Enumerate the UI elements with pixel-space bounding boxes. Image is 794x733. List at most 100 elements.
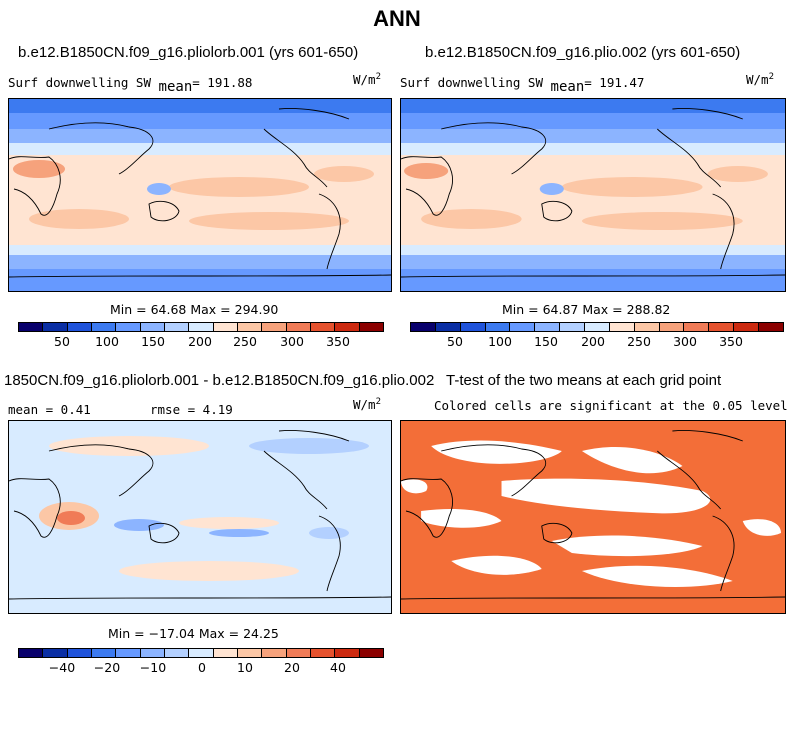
diff-patch (49, 436, 209, 456)
coastlines (401, 108, 785, 278)
panel-3-mean: mean = 0.41 (8, 402, 91, 417)
colorbar-swatch (67, 323, 92, 331)
north-sub-band (9, 143, 391, 155)
panel-2-units: W/m2 (746, 72, 774, 88)
colorbar-swatch (213, 649, 238, 657)
colorbar-swatch (286, 649, 311, 657)
colorbar-swatch (43, 323, 68, 331)
panel-1-tick: 300 (280, 334, 304, 349)
north-high-lat-band (9, 113, 391, 129)
tropical-patch (561, 177, 703, 197)
colorbar-swatch (262, 649, 287, 657)
north-high-lat-band (401, 113, 785, 129)
panel-3-rmse: rmse = 4.19 (150, 402, 233, 417)
colorbar-swatch (510, 323, 536, 331)
panel-3-tick: 20 (284, 660, 300, 675)
panel-2-tick: 300 (673, 334, 697, 349)
colorbar-swatch (734, 323, 760, 331)
panel-2-map-svg (401, 99, 785, 291)
diff-patch (249, 438, 369, 454)
figure-title: ANN (373, 6, 421, 31)
panel-2-title: b.e12.B1850CN.f09_g16.plio.002 (yrs 601-… (425, 44, 741, 61)
diff-patch (119, 561, 299, 581)
panel-4-map (400, 420, 786, 614)
panel-3-stats: Min = −17.04 Max = 24.25 (108, 626, 279, 641)
panel-4-subtitle: Colored cells are significant at the 0.0… (434, 398, 788, 413)
panel-3-tick: 10 (237, 660, 253, 675)
colorbar-swatch (262, 323, 287, 331)
tropical-patch (189, 212, 349, 230)
colorbar-swatch (609, 323, 635, 331)
colorbar-swatch (19, 649, 44, 657)
north-sub-band (401, 143, 785, 155)
panel-1-variable-label: Surf downwelling SW mean= 191.88 (8, 75, 253, 95)
colorbar-swatch (237, 649, 263, 657)
non-significant-regions (401, 440, 781, 587)
colorbar-swatch (164, 649, 190, 657)
colorbar-swatch (435, 323, 461, 331)
colorbar-swatch (684, 323, 710, 331)
panel-2-tick: 350 (719, 334, 743, 349)
colorbar-swatch (359, 649, 383, 657)
colorbar-swatch (140, 649, 165, 657)
colorbar-swatch (359, 323, 383, 331)
tropical-patch (581, 212, 743, 230)
colorbar-swatch (310, 649, 336, 657)
coastlines (9, 430, 391, 600)
north-polar-band (401, 99, 785, 113)
panel-2-stats: Min = 64.87 Max = 288.82 (502, 302, 671, 317)
panel-1-map-svg (9, 99, 391, 291)
colorbar-swatch (759, 323, 783, 331)
tropical-patch (707, 166, 768, 182)
panel-2-tick: 150 (534, 334, 558, 349)
panel-2-colorbar (410, 322, 784, 332)
panel-1-tick: 200 (188, 334, 212, 349)
colorbar-swatch (67, 649, 92, 657)
panel-1-colorbar (18, 322, 384, 332)
colorbar-swatch (237, 323, 263, 331)
colorbar-swatch (709, 323, 735, 331)
maritime-continent-cloud (539, 183, 564, 195)
colorbar-swatch (335, 649, 360, 657)
tropical-patch (314, 166, 374, 182)
panel-2-tick: 250 (627, 334, 651, 349)
south-mid-band (401, 255, 785, 269)
diff-patch (309, 527, 349, 539)
panel-3-tick: 0 (198, 660, 206, 675)
panel-4-title: T-test of the two means at each grid poi… (446, 372, 722, 389)
panel-3-title: 1850CN.f09_g16.pliolorb.001 - b.e12.B185… (4, 372, 435, 389)
maritime-continent-cloud (147, 183, 171, 195)
panel-1-map (8, 98, 392, 292)
colorbar-swatch (189, 649, 214, 657)
coastlines (401, 430, 785, 600)
colorbar-swatch (164, 323, 190, 331)
tropical-patch (13, 160, 65, 178)
colorbar-swatch (535, 323, 561, 331)
coastlines (9, 108, 391, 278)
colorbar-swatch (116, 323, 141, 331)
colorbar-swatch (310, 323, 336, 331)
south-sub-band (401, 245, 785, 255)
tropical-patch (29, 209, 129, 229)
panel-1-tick: 250 (233, 334, 257, 349)
north-mid-band (401, 129, 785, 143)
colorbar-swatch (116, 649, 141, 657)
panel-2-variable-label: Surf downwelling SW mean= 191.47 (400, 75, 645, 95)
panel-3-tick: −40 (48, 660, 76, 675)
tropical-patch (421, 209, 522, 229)
panel-1-tick: 150 (141, 334, 165, 349)
colorbar-swatch (634, 323, 660, 331)
colorbar-swatch (286, 323, 311, 331)
panel-3-tick: −10 (139, 660, 167, 675)
diff-patch (57, 511, 85, 525)
north-polar-band (9, 99, 391, 113)
colorbar-swatch (585, 323, 610, 331)
colorbar-swatch (189, 323, 214, 331)
diff-patch (179, 517, 279, 529)
panel-1-stats: Min = 64.68 Max = 294.90 (110, 302, 279, 317)
panel-1-title: b.e12.B1850CN.f09_g16.pliolorb.001 (yrs … (18, 44, 359, 61)
panel-2-tick: 50 (447, 334, 463, 349)
panel-3-tick: 40 (330, 660, 346, 675)
south-sub-band (9, 245, 391, 255)
panel-1-tick: 50 (54, 334, 70, 349)
